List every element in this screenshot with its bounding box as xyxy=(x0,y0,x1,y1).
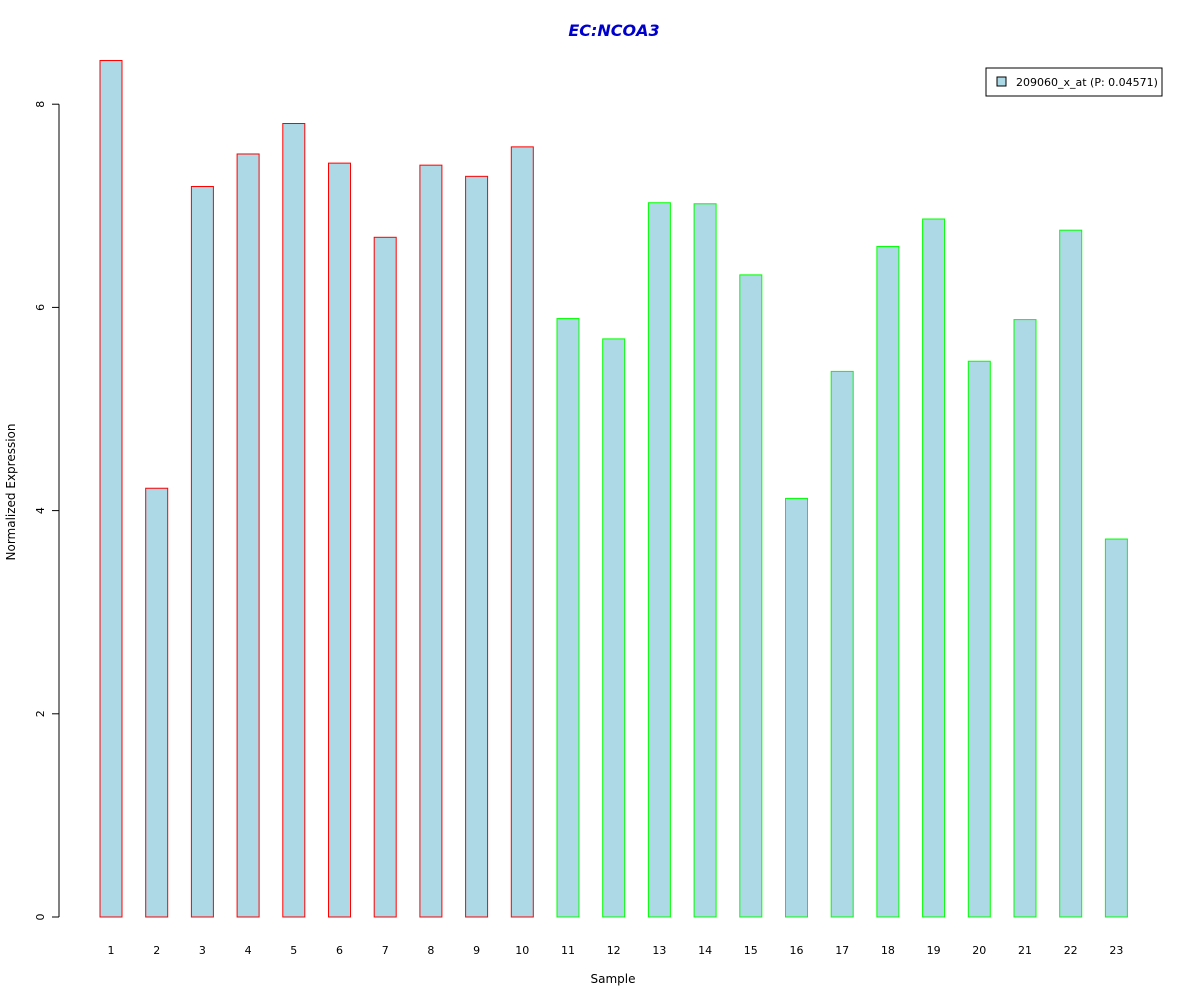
legend-box xyxy=(985,67,1163,97)
bar xyxy=(510,146,534,918)
x-tick-label: 9 xyxy=(473,944,480,957)
x-tick-label: 15 xyxy=(744,944,758,957)
x-axis: 1 2 3 4 5 6 7 8 9 10 11 12 13 14 15 16 17 18 19 20 21 22 23 xyxy=(108,944,1124,957)
y-tick-label: 6 xyxy=(34,304,47,311)
bar xyxy=(1013,319,1037,918)
x-tick-label: 21 xyxy=(1018,944,1032,957)
x-tick-label: 4 xyxy=(245,944,252,957)
x-tick-label: 16 xyxy=(790,944,804,957)
x-tick-label: 7 xyxy=(382,944,389,957)
x-tick-label: 14 xyxy=(698,944,712,957)
bar xyxy=(967,360,991,918)
y-tick-label: 2 xyxy=(34,710,47,717)
x-tick-label: 2 xyxy=(153,944,160,957)
y-tick-label: 0 xyxy=(34,914,47,921)
x-tick-label: 10 xyxy=(515,944,529,957)
bar xyxy=(99,60,123,918)
bar xyxy=(693,203,717,918)
x-tick-label: 22 xyxy=(1064,944,1078,957)
bar xyxy=(465,175,489,918)
bar xyxy=(328,162,351,918)
bar xyxy=(1104,538,1128,918)
bars-group xyxy=(99,60,1128,918)
x-tick-label: 23 xyxy=(1109,944,1123,957)
x-tick-label: 3 xyxy=(199,944,206,957)
x-tick-label: 18 xyxy=(881,944,895,957)
legend-entry: 209060_x_at (P: 0.04571) xyxy=(1016,76,1158,89)
bar xyxy=(830,370,854,918)
y-tick-label: 4 xyxy=(34,507,47,514)
bar xyxy=(556,318,580,918)
y-tick-label: 8 xyxy=(34,101,47,108)
x-tick-label: 17 xyxy=(835,944,849,957)
bar xyxy=(739,274,763,918)
x-tick-label: 1 xyxy=(108,944,115,957)
bar xyxy=(1059,229,1083,918)
bar xyxy=(419,164,443,918)
bar xyxy=(145,487,169,918)
x-tick-label: 20 xyxy=(972,944,986,957)
bar xyxy=(602,338,626,918)
legend: 209060_x_at (P: 0.04571) xyxy=(985,67,1163,97)
x-tick-label: 5 xyxy=(290,944,297,957)
y-axis: 0 2 4 6 8 xyxy=(34,101,60,921)
bar xyxy=(373,236,397,918)
bar xyxy=(922,218,946,918)
x-tick-label: 6 xyxy=(336,944,343,957)
x-tick-label: 8 xyxy=(427,944,434,957)
x-tick-label: 13 xyxy=(652,944,666,957)
bar xyxy=(190,185,214,918)
chart-title: EC:NCOA3 xyxy=(568,21,659,40)
bar xyxy=(282,123,306,918)
bar xyxy=(876,245,900,918)
bar xyxy=(236,153,260,918)
x-tick-label: 19 xyxy=(927,944,941,957)
bar xyxy=(647,202,671,918)
x-tick-label: 12 xyxy=(607,944,621,957)
y-axis-label: Normalized Expression xyxy=(4,423,18,560)
x-tick-label: 11 xyxy=(561,944,575,957)
bar xyxy=(785,497,808,918)
legend-swatch xyxy=(996,76,1007,87)
x-axis-label: Sample xyxy=(591,972,636,986)
